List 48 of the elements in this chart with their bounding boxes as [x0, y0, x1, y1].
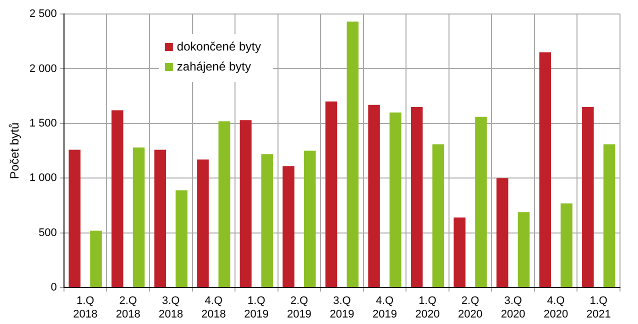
x-tick-label: 1.Q 2019 — [244, 295, 269, 320]
x-tick-label: 4.Q 2019 — [372, 295, 397, 320]
y-tick-label: 2 500 — [29, 8, 57, 20]
bar — [539, 52, 552, 288]
legend-label: dokončené byty — [176, 39, 261, 54]
x-tick-label: 1.Q 2020 — [415, 295, 440, 320]
bar — [304, 150, 316, 288]
bar — [560, 203, 572, 288]
x-tick-label: 3.Q 2018 — [158, 295, 184, 320]
bar — [325, 102, 338, 288]
bar — [410, 107, 423, 288]
y-tick-label: 0 — [50, 282, 57, 294]
bar — [68, 150, 80, 288]
bar — [390, 112, 402, 288]
bar — [368, 104, 380, 288]
bar — [197, 160, 209, 288]
x-tick-label: 2.Q 2018 — [116, 295, 140, 320]
bar — [603, 144, 616, 288]
bar — [132, 148, 145, 288]
bar — [90, 230, 102, 288]
bar — [218, 121, 230, 288]
bar — [496, 178, 508, 288]
x-tick-label: 2.Q 2020 — [458, 295, 483, 320]
bar — [176, 190, 188, 288]
x-tick-label: 3.Q 2019 — [330, 295, 354, 320]
bar — [154, 150, 166, 288]
bar — [346, 22, 359, 288]
y-tick-label: 1 500 — [29, 117, 57, 130]
bar — [261, 154, 273, 288]
x-tick-label: 2.Q 2019 — [286, 295, 312, 320]
bar — [582, 107, 594, 288]
bar — [432, 144, 444, 288]
y-tick-label: 2 000 — [29, 62, 57, 75]
y-tick-label: 500 — [38, 226, 57, 239]
bar — [454, 218, 466, 288]
x-tick-label: 1.Q 2021 — [586, 295, 611, 320]
x-tick-label: 3.Q 2020 — [500, 295, 526, 320]
legend-label: zahájené byty — [176, 59, 251, 74]
bar — [112, 110, 124, 288]
bar — [475, 116, 487, 288]
bar — [282, 166, 294, 288]
y-axis-title: Počet bytů — [8, 122, 22, 180]
bar — [240, 120, 252, 288]
x-tick-label: 1.Q 2018 — [73, 295, 98, 320]
x-tick-label: 4.Q 2020 — [544, 295, 568, 320]
y-tick-label: 1 000 — [29, 172, 57, 184]
bar — [518, 212, 530, 288]
x-tick-label: 4.Q 2018 — [201, 295, 226, 320]
